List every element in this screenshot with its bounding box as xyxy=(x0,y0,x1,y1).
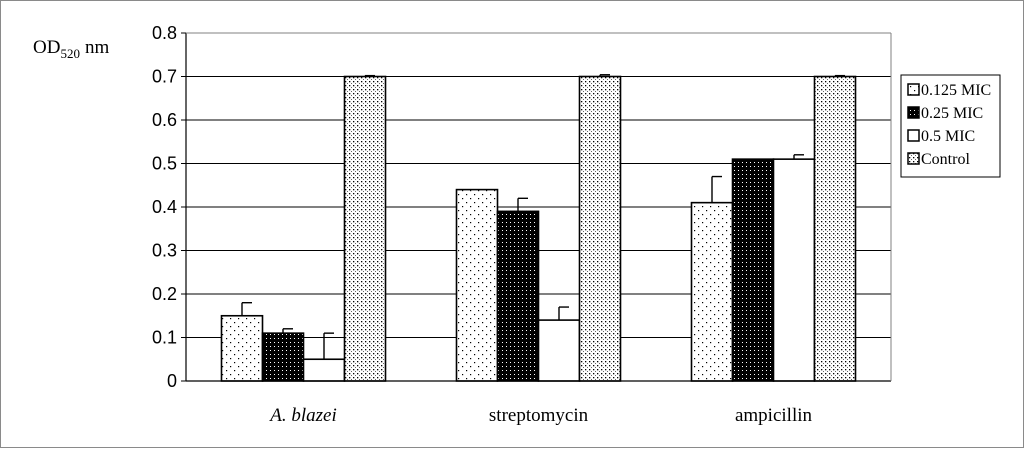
legend-swatch xyxy=(907,106,920,119)
legend-label: 0.25 MIC xyxy=(921,105,983,122)
legend-label: 0.125 MIC xyxy=(921,82,991,99)
y-axis-label-subscript: 520 xyxy=(60,46,80,61)
legend-swatch xyxy=(907,129,920,142)
y-axis-label: OD520 nm xyxy=(33,37,109,61)
legend-swatch xyxy=(907,83,920,96)
x-category-label: ampicillin xyxy=(735,405,813,426)
bar xyxy=(690,201,734,382)
y-tick-label: 0.4 xyxy=(152,197,177,217)
y-tick-label: 0 xyxy=(167,371,177,391)
bar xyxy=(731,158,775,382)
plot-area-border xyxy=(185,32,892,382)
error-bars xyxy=(241,74,845,360)
y-tick-label: 0.5 xyxy=(152,154,177,174)
x-category-label: A. blazei xyxy=(268,405,337,426)
legend-label: Control xyxy=(921,151,970,168)
y-tick-label: 0.2 xyxy=(152,284,177,304)
y-tick-label: 0.6 xyxy=(152,110,177,130)
y-axis-label-unit: nm xyxy=(85,37,110,58)
y-axis-ticks: 0 0.1 0.2 0.3 0.4 0.5 0.6 0.7 0.8 xyxy=(152,23,186,391)
bar xyxy=(343,75,387,382)
y-tick-label: 0.3 xyxy=(152,241,177,261)
bar xyxy=(455,188,499,382)
x-axis-categories: A. blazei streptomycin ampicillin xyxy=(268,405,812,426)
bar xyxy=(772,158,816,382)
bars xyxy=(220,75,857,382)
bar xyxy=(302,358,346,382)
bar xyxy=(813,75,857,382)
y-tick-label: 0.1 xyxy=(152,328,177,348)
legend-label: 0.5 MIC xyxy=(921,128,975,145)
y-tick-label: 0.8 xyxy=(152,23,177,43)
bar xyxy=(578,75,622,382)
y-axis-label-main: OD xyxy=(33,37,60,58)
bar xyxy=(261,332,305,382)
y-tick-label: 0.7 xyxy=(152,67,177,87)
legend-swatch xyxy=(907,152,920,165)
bar xyxy=(496,210,540,382)
x-category-label: streptomycin xyxy=(489,405,589,426)
legend: 0.125 MIC 0.25 MIC 0.5 MIC Control xyxy=(900,74,1001,178)
bar xyxy=(220,314,264,382)
bar xyxy=(537,319,581,382)
